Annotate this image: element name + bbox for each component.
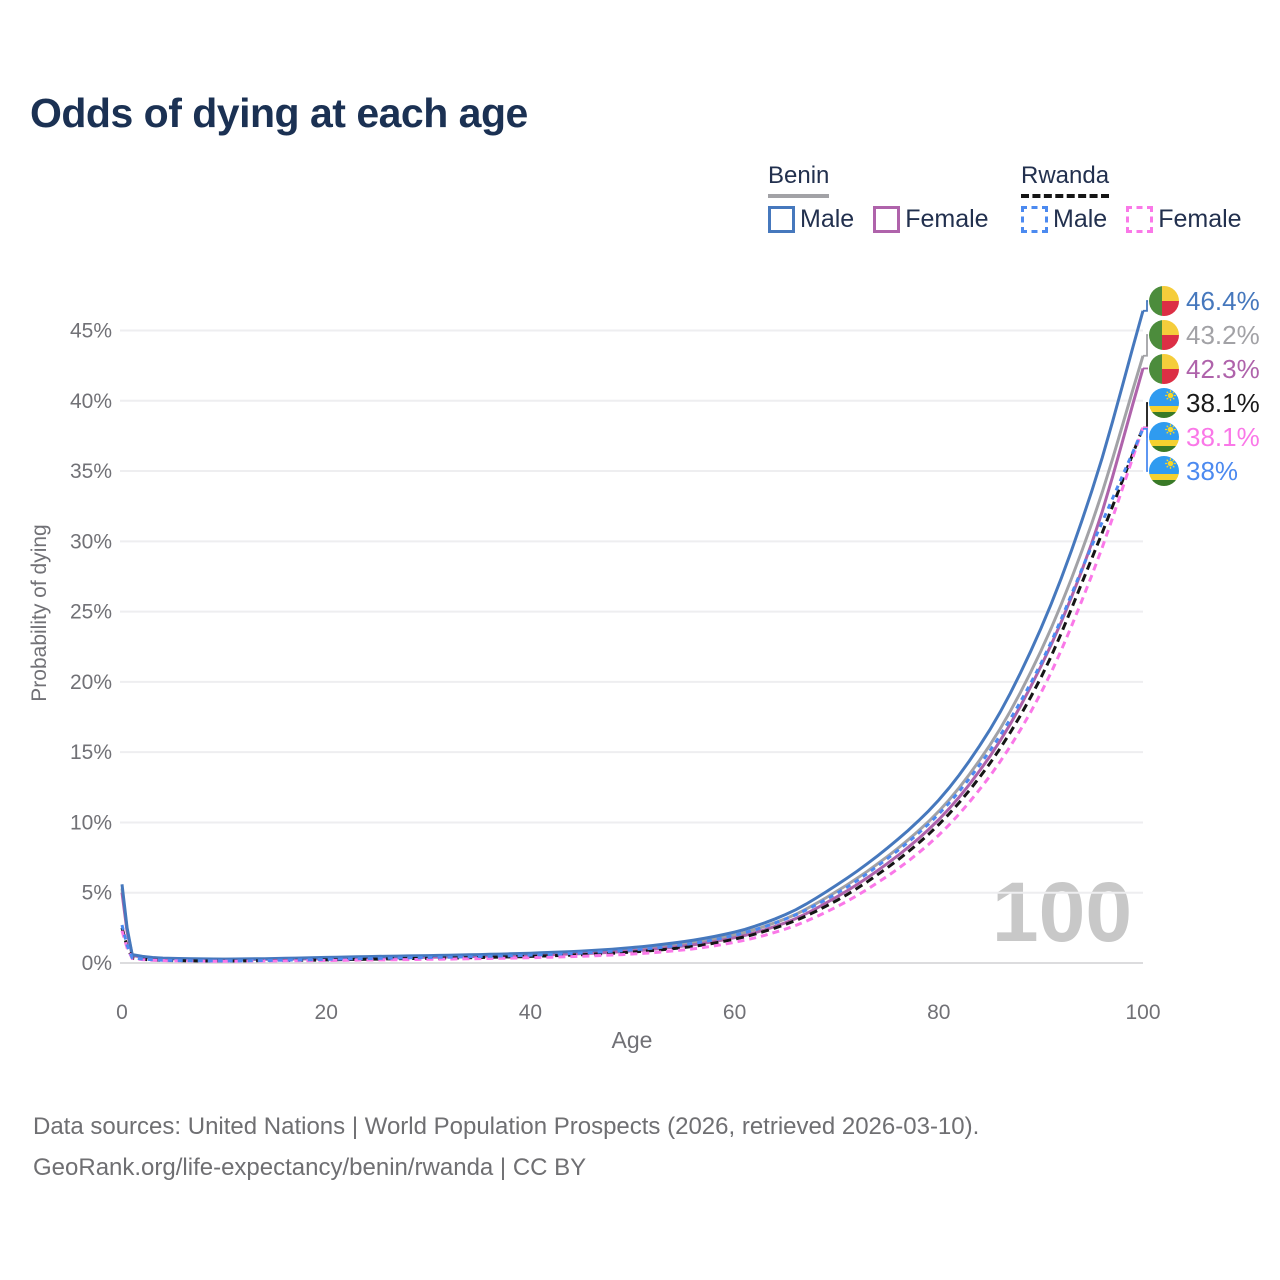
legend-benin-header[interactable]: Benin <box>768 162 830 198</box>
legend-benin-male-label: Male <box>800 205 855 233</box>
end-value-label: 38.1% <box>1186 388 1260 418</box>
series-line-rwanda-female[interactable] <box>120 427 1145 963</box>
end-label-leader <box>1143 334 1148 357</box>
end-value-label: 43.2% <box>1186 320 1260 350</box>
end-value-label: 46.4% <box>1186 286 1260 316</box>
legend-group-benin: Benin Male Female <box>768 162 989 234</box>
rwanda-flag-icon <box>1149 456 1179 486</box>
end-label-leader <box>1143 427 1148 472</box>
chart-legend: Benin Male Female Rwanda Male Female <box>0 162 1280 242</box>
end-value-label: 42.3% <box>1186 354 1260 384</box>
y-axis-title: Probability of dying <box>28 524 51 701</box>
rwanda-flag-icon <box>1149 388 1179 418</box>
benin-flag-icon <box>1149 354 1179 384</box>
y-tick-label: 40% <box>70 390 112 413</box>
legend-benin-female-label: Female <box>905 205 989 233</box>
legend-group-rwanda: Rwanda Male Female <box>1021 162 1242 234</box>
y-tick-label: 5% <box>82 882 112 905</box>
y-tick-label: 45% <box>70 319 112 342</box>
x-tick-label: 40 <box>519 1001 542 1024</box>
footer-line-1: Data sources: United Nations | World Pop… <box>33 1113 980 1140</box>
benin-flag-icon <box>1149 320 1179 350</box>
y-tick-label: 15% <box>70 741 112 764</box>
legend-benin-male[interactable]: Male <box>768 205 854 234</box>
benin-flag-icon <box>1149 286 1179 316</box>
x-axis-title: Age <box>612 1027 653 1053</box>
y-tick-label: 35% <box>70 460 112 483</box>
rwanda-male-swatch-icon <box>1021 206 1048 233</box>
data-sources-footer: Data sources: United Nations | World Pop… <box>33 1106 979 1188</box>
end-label-leader <box>1143 300 1148 312</box>
legend-rwanda-female[interactable]: Female <box>1126 205 1242 234</box>
legend-rwanda-female-label: Female <box>1158 205 1242 233</box>
page-title: Odds of dying at each age <box>30 90 528 136</box>
y-tick-label: 10% <box>70 811 112 834</box>
legend-benin-female[interactable]: Female <box>873 205 989 234</box>
x-tick-label: 80 <box>927 1001 950 1024</box>
end-label-leader <box>1143 402 1148 429</box>
legend-rwanda-male-label: Male <box>1053 205 1108 233</box>
series-line-rwanda-male[interactable] <box>120 428 1145 963</box>
y-tick-label: 30% <box>70 530 112 553</box>
series-line-benin-male[interactable] <box>120 310 1145 961</box>
hover-age-watermark: 100 <box>992 865 1132 959</box>
end-value-label: 38.1% <box>1186 422 1260 452</box>
y-tick-label: 0% <box>82 952 112 975</box>
footer-line-2: GeoRank.org/life-expectancy/benin/rwanda… <box>33 1154 587 1181</box>
x-tick-label: 0 <box>116 1001 128 1024</box>
series-line-benin-both-sexes[interactable] <box>120 355 1145 961</box>
rwanda-flag-icon <box>1149 422 1179 452</box>
series-line-benin-female[interactable] <box>120 367 1145 961</box>
y-tick-label: 25% <box>70 601 112 624</box>
series-line-rwanda-both-sexes[interactable] <box>120 426 1145 963</box>
legend-rwanda-header[interactable]: Rwanda <box>1021 162 1110 198</box>
x-tick-label: 100 <box>1125 1001 1160 1024</box>
rwanda-female-swatch-icon <box>1126 206 1154 233</box>
benin-male-swatch-icon <box>768 206 795 233</box>
x-tick-label: 20 <box>315 1001 338 1024</box>
benin-female-swatch-icon <box>873 206 901 233</box>
legend-rwanda-male[interactable]: Male <box>1021 205 1107 234</box>
x-tick-label: 60 <box>723 1001 746 1024</box>
y-tick-label: 20% <box>70 671 112 694</box>
end-value-label: 38% <box>1186 456 1238 486</box>
